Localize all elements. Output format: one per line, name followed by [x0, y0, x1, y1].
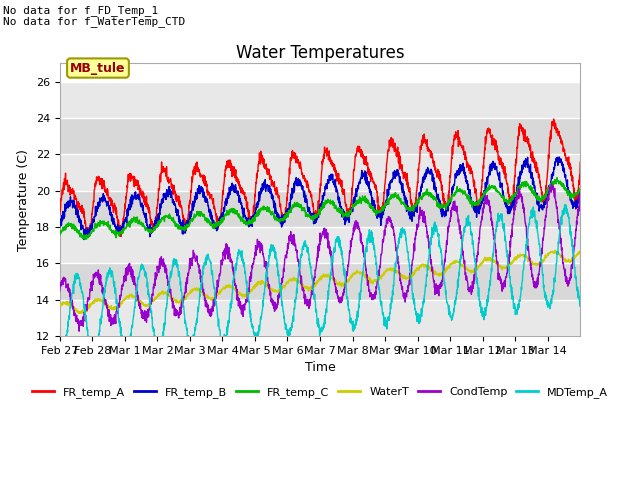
Bar [60, 227, 580, 264]
Y-axis label: Temperature (C): Temperature (C) [17, 149, 30, 251]
Bar [60, 300, 580, 336]
Text: No data for f_WaterTemp_CTD: No data for f_WaterTemp_CTD [3, 16, 186, 27]
X-axis label: Time: Time [305, 361, 335, 374]
Bar [60, 154, 580, 191]
Bar [60, 264, 580, 300]
Text: MB_tule: MB_tule [70, 61, 125, 74]
Bar [60, 118, 580, 154]
Title: Water Temperatures: Water Temperatures [236, 44, 404, 62]
Text: No data for f_FD_Temp_1: No data for f_FD_Temp_1 [3, 5, 159, 16]
Bar [60, 191, 580, 227]
Legend: FR_temp_A, FR_temp_B, FR_temp_C, WaterT, CondTemp, MDTemp_A: FR_temp_A, FR_temp_B, FR_temp_C, WaterT,… [27, 383, 613, 403]
Bar [60, 82, 580, 118]
